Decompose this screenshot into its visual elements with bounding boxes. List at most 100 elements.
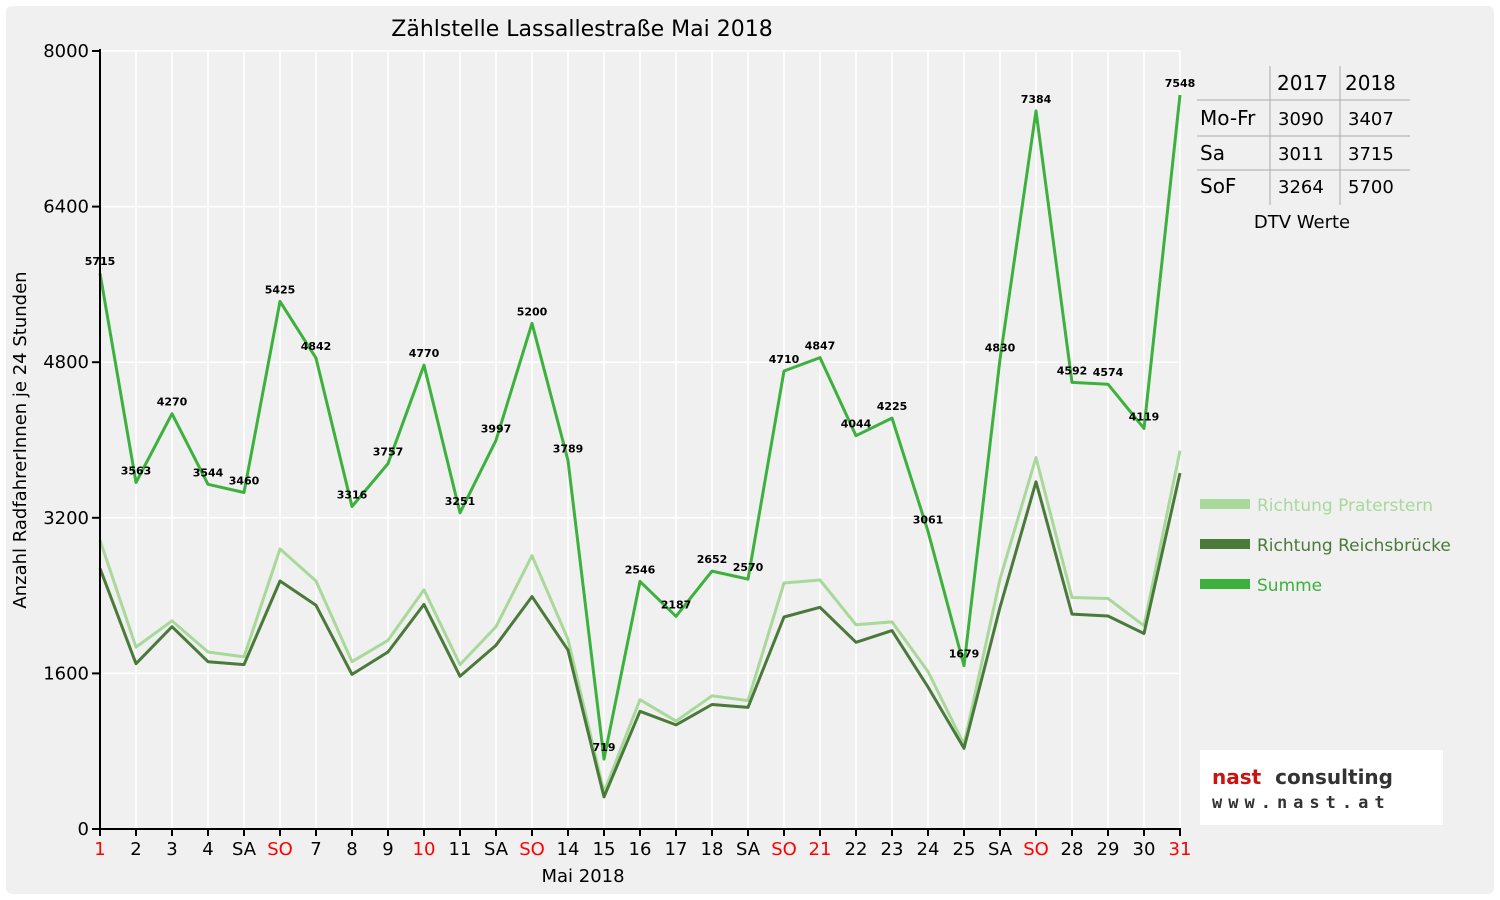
data-label: 719 bbox=[593, 741, 616, 754]
data-label: 3544 bbox=[193, 466, 224, 479]
x-tick-label: 24 bbox=[917, 839, 940, 860]
dtv-row-label: Mo-Fr bbox=[1200, 106, 1256, 130]
legend-swatch bbox=[1200, 499, 1250, 509]
data-label: 4119 bbox=[1129, 410, 1160, 423]
dtv-row-label: SoF bbox=[1200, 174, 1236, 198]
dtv-cell: 3715 bbox=[1348, 144, 1394, 165]
dtv-cell: 5700 bbox=[1348, 177, 1394, 198]
logo-word-consulting: consulting bbox=[1275, 765, 1393, 789]
x-tick-label: SA bbox=[232, 839, 257, 860]
data-label: 2570 bbox=[733, 561, 764, 574]
data-label: 7384 bbox=[1021, 93, 1052, 106]
x-tick-label: SO bbox=[519, 839, 545, 860]
data-label: 4770 bbox=[409, 347, 440, 360]
data-label: 4710 bbox=[769, 353, 800, 366]
data-label: 4830 bbox=[985, 341, 1016, 354]
data-label: 4225 bbox=[877, 400, 908, 413]
x-tick-label: 17 bbox=[665, 839, 688, 860]
x-tick-label: 16 bbox=[629, 839, 652, 860]
x-tick-label: 2 bbox=[130, 839, 141, 860]
x-tick-label: 18 bbox=[701, 839, 724, 860]
y-tick-label: 1600 bbox=[43, 663, 89, 684]
x-tick-label: 3 bbox=[166, 839, 177, 860]
data-label: 3251 bbox=[445, 495, 476, 508]
logo-text: nast consulting bbox=[1212, 765, 1393, 789]
data-label: 3789 bbox=[553, 443, 584, 456]
x-tick-label: SA bbox=[736, 839, 761, 860]
x-tick-label: 28 bbox=[1061, 839, 1084, 860]
x-tick-label: 21 bbox=[809, 839, 832, 860]
data-label: 2546 bbox=[625, 563, 656, 576]
dtv-cell: 3090 bbox=[1278, 109, 1324, 130]
data-label: 4847 bbox=[805, 340, 836, 353]
x-tick-label: SO bbox=[267, 839, 293, 860]
x-tick-label: 9 bbox=[382, 839, 393, 860]
x-tick-label: 8 bbox=[346, 839, 357, 860]
x-tick-label: 11 bbox=[449, 839, 472, 860]
legend-label: Summe bbox=[1257, 576, 1322, 596]
dtv-cell: 3264 bbox=[1278, 177, 1324, 198]
series-line-2 bbox=[98, 94, 1182, 761]
series-line-0 bbox=[98, 450, 1182, 794]
x-tick-label: 30 bbox=[1133, 839, 1156, 860]
data-label: 1679 bbox=[949, 648, 980, 661]
legend-swatch bbox=[1200, 579, 1250, 589]
legend: Richtung Praterstern Richtung Reichsbrück… bbox=[1200, 496, 1451, 596]
dtv-header-2018: 2018 bbox=[1345, 71, 1396, 95]
data-label: 7548 bbox=[1165, 77, 1196, 90]
x-tick-label: SA bbox=[988, 839, 1013, 860]
chart-title: Zählstelle Lassallestraße Mai 2018 bbox=[391, 17, 772, 42]
data-label: 4592 bbox=[1057, 364, 1088, 377]
data-label: 4270 bbox=[157, 396, 188, 409]
series-layer bbox=[98, 94, 1182, 799]
data-label: 3460 bbox=[229, 475, 260, 488]
y-tick-label: 3200 bbox=[43, 508, 89, 529]
x-tick-label: 4 bbox=[202, 839, 213, 860]
data-label: 5425 bbox=[265, 283, 296, 296]
data-label: 5200 bbox=[517, 305, 548, 318]
legend-label: Richtung Praterstern bbox=[1257, 496, 1433, 516]
chart-panel bbox=[6, 6, 1494, 894]
x-tick-label: 22 bbox=[845, 839, 868, 860]
x-axis-title: Mai 2018 bbox=[541, 866, 624, 887]
x-tick-label: 15 bbox=[593, 839, 616, 860]
x-tick-label: SA bbox=[484, 839, 509, 860]
nast-consulting-logo: nast consulting www.nast.at bbox=[1200, 750, 1443, 825]
dtv-cell: 3407 bbox=[1348, 109, 1394, 130]
x-tick-label: 23 bbox=[881, 839, 904, 860]
y-tick-label: 4800 bbox=[43, 352, 89, 373]
legend-swatch bbox=[1200, 539, 1250, 549]
dtv-cell: 3011 bbox=[1278, 144, 1324, 165]
data-label: 3997 bbox=[481, 422, 512, 435]
data-label: 2652 bbox=[697, 553, 728, 566]
x-tick-label: 7 bbox=[310, 839, 321, 860]
x-tick-label: 29 bbox=[1097, 839, 1120, 860]
logo-background bbox=[1200, 750, 1443, 825]
dtv-row-label: Sa bbox=[1200, 141, 1225, 165]
x-tick-label: 1 bbox=[94, 839, 105, 860]
data-label: 3316 bbox=[337, 489, 368, 502]
data-labels-layer: 5715356342703544346054254842331637574770… bbox=[85, 77, 1196, 754]
x-tick-label: 31 bbox=[1169, 839, 1192, 860]
x-tick-label: SO bbox=[771, 839, 797, 860]
data-label: 2187 bbox=[661, 598, 692, 611]
data-label: 4044 bbox=[841, 418, 872, 431]
dtv-caption: DTV Werte bbox=[1254, 212, 1350, 233]
x-tick-label: SO bbox=[1023, 839, 1049, 860]
data-label: 3563 bbox=[121, 464, 152, 477]
data-label: 3757 bbox=[373, 446, 404, 459]
data-label: 4842 bbox=[301, 340, 332, 353]
dtv-table: 2017 2018 Mo-Fr 3090 3407 Sa 3011 3715 S… bbox=[1197, 66, 1410, 233]
x-tick-label: 14 bbox=[557, 839, 580, 860]
y-tick-label: 8000 bbox=[43, 41, 89, 62]
legend-label: Richtung Reichsbrücke bbox=[1257, 536, 1451, 556]
series-line-1 bbox=[98, 472, 1182, 799]
y-tick-label: 6400 bbox=[43, 197, 89, 218]
x-tick-label: 10 bbox=[413, 839, 436, 860]
data-label: 4574 bbox=[1093, 366, 1124, 379]
x-tick-label: 25 bbox=[953, 839, 976, 860]
dtv-header-2017: 2017 bbox=[1277, 71, 1328, 95]
logo-word-nast: nast bbox=[1212, 765, 1262, 789]
